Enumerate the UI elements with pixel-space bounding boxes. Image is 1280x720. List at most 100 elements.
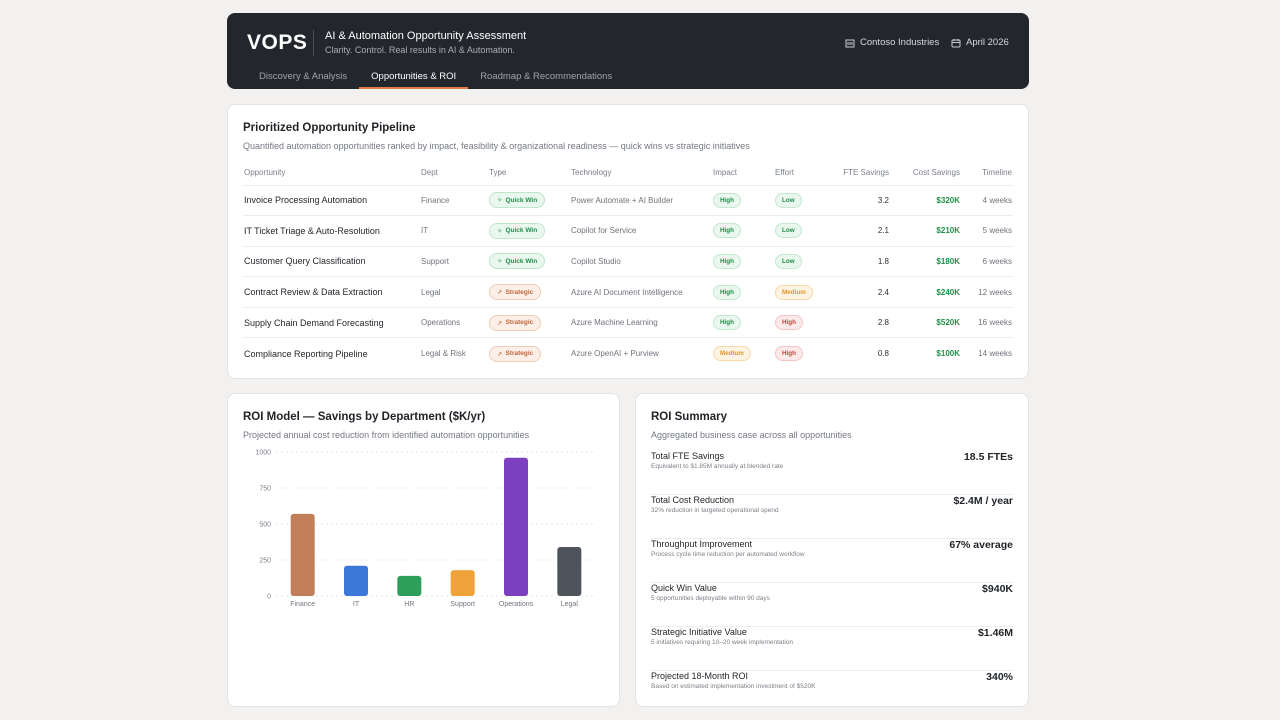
cost-savings: $210K [890,215,961,247]
fte-savings: 1.8 [830,245,890,277]
summary-desc: 5 opportunities deployable within 90 day… [651,595,770,602]
table-row[interactable]: Compliance Reporting Pipeline Legal & Ri… [243,337,1013,369]
timeline: 14 weeks [961,337,1013,369]
y-tick-label: 500 [259,522,271,529]
summary-item-cost: Total Cost Reduction 32% reduction in ta… [651,495,1013,539]
table-row[interactable]: Customer Query Classification Support ✧ Q… [243,245,1013,277]
col-impact[interactable]: Impact [713,168,738,178]
timeline: 12 weeks [961,276,1013,308]
technology: Power Automate + AI Builder [570,184,712,216]
roi-model-card: ROI Model — Savings by Department ($K/yr… [227,393,620,707]
sparkle-icon: ✧ [497,197,503,205]
summary-desc: Equivalent to $1.85M annually at blended… [651,463,784,470]
bar-support [450,570,475,596]
date-meta: April 2026 [951,37,1009,48]
savings-bar-chart: 0 250 500 750 1000 Finance IT HR Support Operatio… [255,450,596,608]
summary-item-fte: Total FTE Savings Equivalent to $1.85M a… [651,451,1013,495]
summary-desc: Process cycle time reduction per automat… [651,551,805,558]
opportunity-name: Compliance Reporting Pipeline [243,337,420,369]
summary-item-quick-win: Quick Win Value 5 opportunities deployab… [651,583,1013,627]
col-opportunity[interactable]: Opportunity [244,168,286,178]
x-tick-label: IT [353,601,360,608]
impact-badge: High [713,223,741,239]
dept: Operations [420,306,488,338]
col-effort[interactable]: Effort [775,168,794,178]
x-tick-label: HR [404,601,414,608]
tab-opportunities[interactable]: Opportunities & ROI [359,68,469,89]
col-dept[interactable]: Dept [421,168,438,178]
bar-it [344,565,368,596]
y-tick-label: 750 [259,486,271,493]
cost-savings: $520K [890,306,961,338]
bar-operations [504,457,528,596]
company-meta: Contoso Industries [845,37,939,48]
summary-value: $940K [982,583,1013,595]
rocket-icon: ➚ [497,319,503,327]
table-row[interactable]: IT Ticket Triage & Auto-Resolution IT ✧ Q… [243,215,1013,247]
type-badge: ✧ Quick Win [489,192,546,209]
tab-discovery[interactable]: Discovery & Analysis [259,71,348,82]
roi-summary-title: ROI Summary [651,411,728,423]
effort-badge: High [775,346,803,362]
table-row[interactable]: Supply Chain Demand Forecasting Operatio… [243,306,1013,338]
roi-model-subtitle: Projected annual cost reduction from ide… [243,430,530,440]
summary-value: $2.4M / year [953,495,1013,507]
brand-logo[interactable]: VOPS [247,31,308,54]
dept: Finance [420,184,488,216]
summary-desc: Based on estimated implementation invest… [651,683,816,690]
building-icon [845,38,855,48]
col-technology[interactable]: Technology [571,168,612,178]
technology: Azure AI Document Intelligence [570,276,712,308]
summary-value: $1.46M [977,627,1013,639]
opportunity-name: Invoice Processing Automation [243,184,420,216]
bar-finance [290,513,315,596]
impact-badge: High [713,192,741,208]
cost-savings: $320K [890,184,961,216]
summary-desc: 5 initiatives requiring 10–20 week imple… [651,639,793,646]
rocket-icon: ➚ [497,350,503,358]
dept: Support [420,245,488,277]
summary-value: 340% [986,671,1013,683]
pipeline-subtitle: Quantified automation opportunities rank… [243,141,750,151]
tab-roadmap[interactable]: Roadmap & Recommendations [480,71,613,82]
roi-summary-card: ROI Summary Aggregated business case acr… [635,393,1029,707]
report-date: April 2026 [966,37,1009,48]
table-header-row: Opportunity Dept Type Technology Impact … [243,161,1013,185]
timeline: 16 weeks [961,306,1013,338]
summary-desc: 32% reduction in targeted operational sp… [651,507,779,514]
rocket-icon: ➚ [497,289,503,297]
col-timeline[interactable]: Timeline [982,168,1012,178]
opportunity-name: Customer Query Classification [243,245,420,277]
summary-label: Projected 18-Month ROI [651,671,749,681]
cost-savings: $100K [890,337,961,369]
table-row[interactable]: Contract Review & Data Extraction Legal … [243,276,1013,308]
technology: Azure OpenAI + Purview [570,337,712,369]
roi-model-title: ROI Model — Savings by Department ($K/yr… [243,411,486,423]
dept: Legal [420,276,488,308]
bar-legal [557,547,582,596]
summary-item-strategic: Strategic Initiative Value 5 initiatives… [651,627,1013,671]
col-type[interactable]: Type [489,168,507,178]
cost-savings: $240K [890,276,961,308]
fte-savings: 3.2 [830,184,890,216]
pipeline-card: Prioritized Opportunity Pipeline Quantif… [227,104,1029,379]
table-row[interactable]: Invoice Processing Automation Finance ✧ Q… [243,184,1013,216]
type-badge: ✧ Quick Win [489,222,546,239]
roi-summary-subtitle: Aggregated business case across all oppo… [651,430,852,440]
dept: IT [420,215,488,247]
opportunity-name: IT Ticket Triage & Auto-Resolution [243,215,420,247]
col-fte-savings[interactable]: FTE Savings [843,168,889,178]
x-tick-label: Operations [499,601,534,608]
effort-badge: High [775,315,803,331]
timeline: 5 weeks [961,215,1013,247]
type-badge: ➚ Strategic [489,284,542,301]
col-cost-savings[interactable]: Cost Savings [912,168,960,178]
summary-label: Strategic Initiative Value [651,627,747,637]
calendar-icon [951,38,961,48]
impact-badge: Medium [713,346,751,362]
effort-badge: Low [775,253,802,269]
page-subtitle: Clarity. Control. Real results in AI & A… [325,45,515,55]
company-name: Contoso Industries [860,37,940,48]
opportunity-name: Contract Review & Data Extraction [243,276,420,308]
y-tick-label: 1000 [255,450,271,457]
